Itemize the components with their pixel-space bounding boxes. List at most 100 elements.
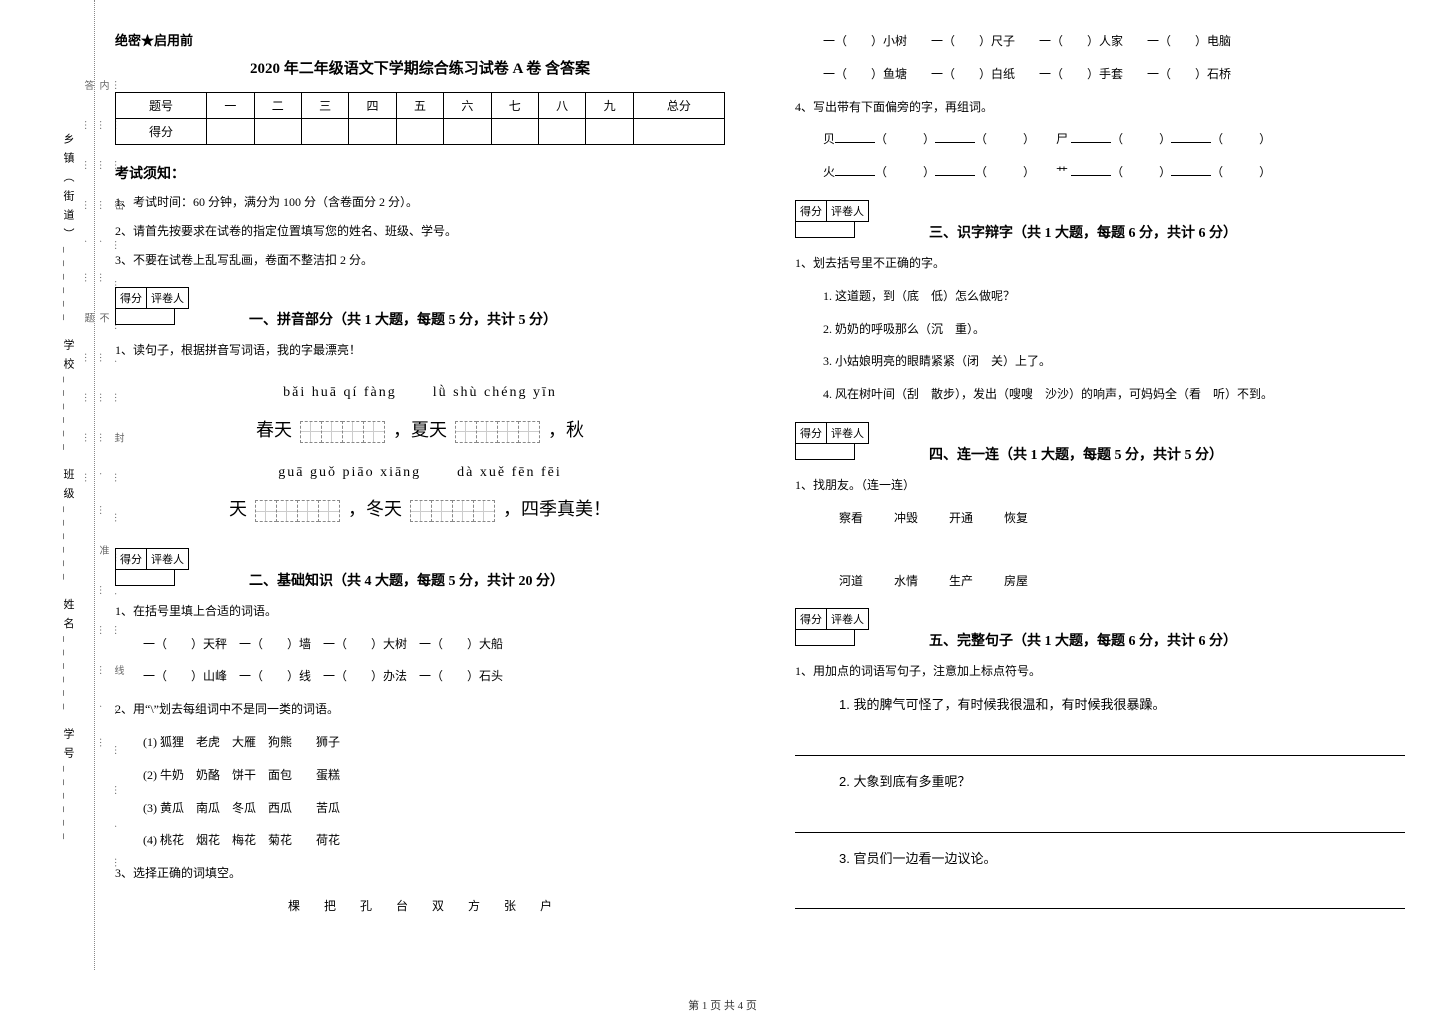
scorebox-b: 评卷人 xyxy=(147,288,188,308)
score-table: 题号 一 二 三 四 五 六 七 八 九 总分 得分 xyxy=(115,92,725,145)
th: 总分 xyxy=(633,93,724,119)
s3-l1: 1. 这道题，到（底 低）怎么做呢？ xyxy=(795,285,1405,308)
pinyin: guā guǒ piāo xiāng xyxy=(278,465,421,480)
radical: 火 xyxy=(823,165,835,179)
th: 九 xyxy=(586,93,633,119)
radical: 贝 xyxy=(823,132,835,146)
s2-q2-r2: (2) 牛奶 奶酪 饼干 面包 蛋糕 xyxy=(115,764,725,787)
radical: 艹 xyxy=(1056,165,1068,179)
s2-q3-l1: 一（ ）小树 一（ ）尺子 一（ ）人家 一（ ）电脑 xyxy=(795,30,1405,53)
char-boxes xyxy=(456,421,540,443)
secret-label: 绝密★启用前 xyxy=(115,30,725,49)
s1-q1: 1、读句子，根据拼音写词语，我的字最漂亮！ xyxy=(115,339,725,362)
answer-line xyxy=(795,805,1405,833)
section-1-head: 得分 评卷人 一、拼音部分（共 1 大题，每题 5 分，共计 5 分） xyxy=(115,287,725,329)
notice-item: 2、请首先按要求在试卷的指定位置填写您的姓名、班级、学号。 xyxy=(115,222,725,241)
s2-q1: 1、在括号里填上合适的词语。 xyxy=(115,600,725,623)
word: 河道 xyxy=(839,574,863,588)
scorebox-blank xyxy=(115,570,175,586)
s2-q1-l2: 一（ ）山峰 一（ ）线 一（ ）办法 一（ ）石头 xyxy=(115,665,725,688)
page-content: 绝密★启用前 2020 年二年级语文下学期综合练习试卷 A 卷 含答案 题号 一… xyxy=(100,20,1420,960)
word: 房屋 xyxy=(1004,574,1028,588)
word: 冲毁 xyxy=(894,511,918,525)
binding-fields: 乡镇（街道）______ 学校______ 班级______ 姓名______ … xyxy=(60,50,76,930)
pinyin: lǜ shù chéng yīn xyxy=(433,385,557,400)
th: 一 xyxy=(207,93,254,119)
td xyxy=(586,119,633,145)
td: 得分 xyxy=(116,119,207,145)
notice-item: 3、不要在试卷上乱写乱画，卷面不整洁扣 2 分。 xyxy=(115,251,725,270)
s4-row1: 察看 冲毁 开通 恢复 xyxy=(795,507,1405,530)
scorebox-blank xyxy=(795,630,855,646)
s3-l2: 2. 奶奶的呼吸那么（沉 重）。 xyxy=(795,318,1405,341)
pinyin-block: bǎi huā qí fàng lǜ shù chéng yīn 春天 ，夏天 … xyxy=(115,371,725,529)
word: 水情 xyxy=(894,574,918,588)
scorebox-b: 评卷人 xyxy=(827,609,868,629)
label: 冬天 xyxy=(366,499,402,519)
scorebox: 得分 评卷人 xyxy=(795,608,869,630)
s2-q3-l2: 一（ ）鱼塘 一（ ）白纸 一（ ）手套 一（ ）石桥 xyxy=(795,63,1405,86)
label: 夏天 xyxy=(411,420,447,440)
td xyxy=(538,119,585,145)
s2-q1-l1: 一（ ）天秤 一（ ）墙 一（ ）大树 一（ ）大船 xyxy=(115,633,725,656)
s2-q3: 3、选择正确的词填空。 xyxy=(115,862,725,885)
binding-margin: 乡镇（街道）______ 学校______ 班级______ 姓名______ … xyxy=(0,0,95,970)
word: 开通 xyxy=(949,511,973,525)
char-boxes xyxy=(256,500,340,522)
td xyxy=(633,119,724,145)
scorebox-wrap: 得分 评卷人 xyxy=(795,200,869,242)
section-4-title: 四、连一连（共 1 大题，每题 5 分，共计 5 分） xyxy=(929,444,1223,464)
s2-q3-opts: 棵 把 孔 台 双 方 张 户 xyxy=(115,895,725,918)
word: 生产 xyxy=(949,574,973,588)
scorebox-wrap: 得分 评卷人 xyxy=(795,608,869,650)
th: 题号 xyxy=(116,93,207,119)
scorebox-b: 评卷人 xyxy=(827,201,868,221)
th: 三 xyxy=(301,93,348,119)
s2-q4-row1: 贝（ ）（ ） 尸 （ ）（ ） xyxy=(795,128,1405,151)
td xyxy=(254,119,301,145)
scorebox-wrap: 得分 评卷人 xyxy=(795,422,869,464)
pinyin: bǎi huā qí fàng xyxy=(283,385,397,400)
scorebox-wrap: 得分 评卷人 xyxy=(115,548,189,590)
scorebox-blank xyxy=(795,222,855,238)
table-row: 得分 xyxy=(116,119,725,145)
s5-l2: 2. 大象到底有多重呢？ xyxy=(795,770,1405,795)
paper-title: 2020 年二年级语文下学期综合练习试卷 A 卷 含答案 xyxy=(115,57,725,78)
table-row: 题号 一 二 三 四 五 六 七 八 九 总分 xyxy=(116,93,725,119)
scorebox: 得分 评卷人 xyxy=(115,548,189,570)
right-column: 一（ ）小树 一（ ）尺子 一（ ）人家 一（ ）电脑 一（ ）鱼塘 一（ ）白… xyxy=(780,20,1420,960)
scorebox-b: 评卷人 xyxy=(147,549,188,569)
s4-row2: 河道 水情 生产 房屋 xyxy=(795,570,1405,593)
td xyxy=(444,119,491,145)
s5-l3: 3. 官员们一边看一边议论。 xyxy=(795,847,1405,872)
box-row: 天 ，冬天 ，四季真美！ xyxy=(115,490,725,530)
s5-l1: 1. 我的脾气可怪了，有时候我很温和，有时候我很暴躁。 xyxy=(795,693,1405,718)
pinyin-row: bǎi huā qí fàng lǜ shù chéng yīn xyxy=(115,371,725,411)
s5-q1: 1、用加点的词语写句子，注意加上标点符号。 xyxy=(795,660,1405,683)
s2-q2-r1: (1) 狐狸 老虎 大雁 狗熊 狮子 xyxy=(115,731,725,754)
spacer xyxy=(795,540,1405,570)
section-1-title: 一、拼音部分（共 1 大题，每题 5 分，共计 5 分） xyxy=(249,309,557,329)
th: 四 xyxy=(349,93,396,119)
answer-line xyxy=(795,881,1405,909)
word: 察看 xyxy=(839,511,863,525)
s2-q2-r3: (3) 黄瓜 南瓜 冬瓜 西瓜 苦瓜 xyxy=(115,797,725,820)
scorebox-blank xyxy=(795,444,855,460)
s4-q1: 1、找朋友。（连一连） xyxy=(795,474,1405,497)
s2-q4: 4、写出带有下面偏旁的字，再组词。 xyxy=(795,96,1405,119)
section-3-head: 得分 评卷人 三、识字辩字（共 1 大题，每题 6 分，共计 6 分） xyxy=(795,200,1405,242)
s3-l4: 4. 风在树叶间（刮 散步），发出（嗖嗖 沙沙）的响声，可妈妈全（看 听）不到。 xyxy=(795,383,1405,406)
page-footer: 第 1 页 共 4 页 xyxy=(0,997,1445,1013)
notice-title: 考试须知： xyxy=(115,163,725,183)
char-boxes xyxy=(411,500,495,522)
label: 天 xyxy=(229,499,247,519)
th: 二 xyxy=(254,93,301,119)
char-boxes xyxy=(301,421,385,443)
scorebox-a: 得分 xyxy=(116,288,147,308)
th: 八 xyxy=(538,93,585,119)
td xyxy=(349,119,396,145)
scorebox: 得分 评卷人 xyxy=(795,422,869,444)
scorebox-a: 得分 xyxy=(116,549,147,569)
s2-q2: 2、用“\”划去每组词中不是同一类的词语。 xyxy=(115,698,725,721)
pinyin-row: guā guǒ piāo xiāng dà xuě fēn fēi xyxy=(115,451,725,491)
